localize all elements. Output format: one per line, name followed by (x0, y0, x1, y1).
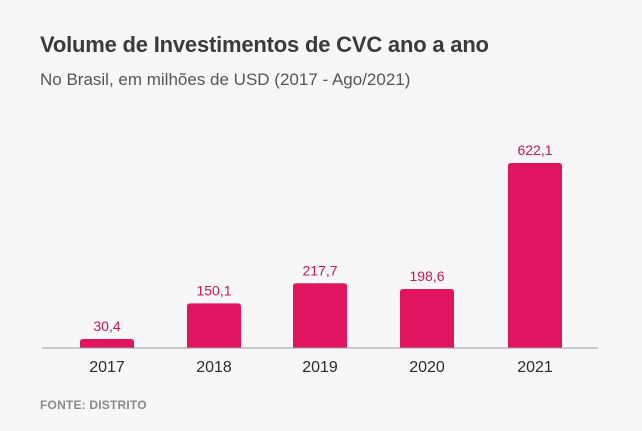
bar-2021 (508, 163, 562, 348)
value-label-2021: 622,1 (517, 142, 552, 158)
value-label-2020: 198,6 (409, 268, 444, 284)
source-note: FONTE: DISTRITO (40, 398, 147, 412)
bar-2017 (80, 338, 134, 348)
x-tick-label-2018: 2018 (196, 359, 232, 376)
value-label-2017: 30,4 (93, 318, 120, 334)
chart-subtitle: No Brasil, em milhões de USD (2017 - Ago… (40, 70, 411, 89)
x-tick-label-2020: 2020 (409, 359, 445, 376)
value-label-2019: 217,7 (302, 262, 337, 278)
x-tick-label-2019: 2019 (302, 359, 338, 376)
x-tick-label-2021: 2021 (517, 359, 553, 376)
bar-2020 (400, 288, 454, 348)
bar-2019 (293, 283, 347, 348)
bar-2018 (187, 303, 241, 348)
value-label-2018: 150,1 (196, 282, 231, 298)
chart-title: Volume de Investimentos de CVC ano a ano (40, 32, 489, 57)
x-tick-label-2017: 2017 (89, 359, 125, 376)
